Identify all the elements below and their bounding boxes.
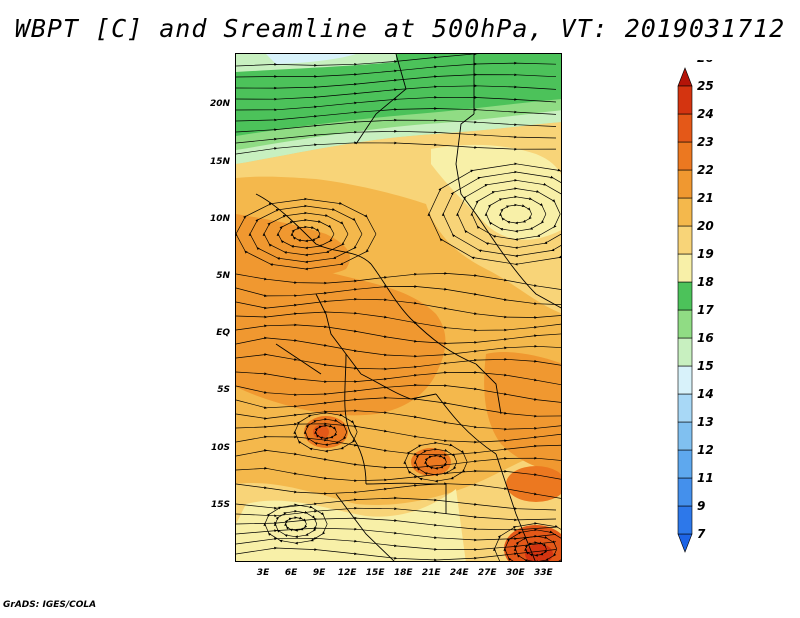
streamline [236,383,561,403]
lon-label: 30E [505,568,525,578]
colorbar-segment [677,281,693,311]
lat-label: EQ [216,328,230,339]
colorbar-label: 19 [697,247,714,261]
lon-label: 3E [256,568,270,578]
colorbar-label: 16 [697,331,714,345]
streamline [236,118,557,133]
lon-label: 15E [365,568,385,578]
chart-title: WBPT [C] and Sreamline at 500hPa, VT: 20… [14,14,786,43]
colorbar-segment [677,113,693,143]
streamline [236,271,561,290]
colorbar-label: 18 [697,275,714,289]
colorbar-segment [677,365,693,395]
colorbar-label: 7 [697,527,706,541]
colorbar-top-arrow [677,67,693,87]
streamline [236,107,557,122]
streamlines [236,54,561,561]
lat-label: 5N [216,271,230,282]
colorbar-label: 15 [697,359,714,373]
colorbar-label: 14 [697,387,714,401]
colorbar-label: 26 [697,60,714,65]
lat-label: 15S [210,499,230,510]
colorbar: 7 9 11 12 13 14 15 16 17 18 19 20 21 22 23 24 25 26 [677,60,714,553]
lon-label: 6E [284,568,298,578]
colorbar-label: 21 [697,191,714,205]
colorbar-label: 20 [697,219,714,233]
lat-label: 15N [209,156,230,167]
streamline [236,482,561,499]
streamline [427,162,561,266]
lat-label: 20N [209,99,230,110]
colorbar-segment [677,169,693,199]
lat-label: 10S [210,442,230,453]
colorbar-label: 22 [697,163,714,177]
colorbar-segment [677,449,693,479]
colorbar-label: 23 [697,135,714,149]
streamline [236,466,561,483]
colorbar-segment [677,337,693,367]
map-panel [235,53,562,562]
colorbar-segment [677,393,693,423]
streamline [236,370,561,386]
weather-map [236,54,561,561]
colorbar-segment [677,141,693,171]
colorbar-segment [677,505,693,535]
colorbar-label: 24 [697,107,714,121]
colorbar-segment [677,477,693,507]
colorbar-segment [677,309,693,339]
streamline [403,441,468,483]
lat-label: 5S [217,385,230,396]
lat-label: 10N [209,213,230,224]
field-hotspot-2 [411,448,451,476]
colorbar-label: 11 [697,471,714,485]
colorbar-segment [677,421,693,451]
lon-label: 21E [421,568,441,578]
streamline [236,197,377,271]
lon-label: 18E [393,568,413,578]
colorbar-label: 9 [697,499,705,513]
lon-label: 27E [477,568,497,578]
colorbar-bottom-arrow [677,533,693,553]
streamline [236,129,557,144]
streamline [236,141,557,155]
colorbar-segment [677,197,693,227]
streamline [236,353,561,371]
lon-label: 12E [337,568,357,578]
colorbar-segment [677,253,693,283]
colorbar-segment [677,85,693,115]
colorbar-label: 13 [697,415,714,429]
colorbar-label: 12 [697,443,714,457]
streamline [236,546,557,561]
lon-label: 33E [533,568,553,578]
colorbar-label: 17 [697,303,714,317]
streamline [293,411,358,453]
colorbar-label: 25 [697,79,714,93]
lon-label: 9E [312,568,326,578]
lon-label: 24E [449,568,469,578]
colorbar-segment [677,225,693,255]
grads-credit: GrADS: IGES/COLA [3,600,97,610]
